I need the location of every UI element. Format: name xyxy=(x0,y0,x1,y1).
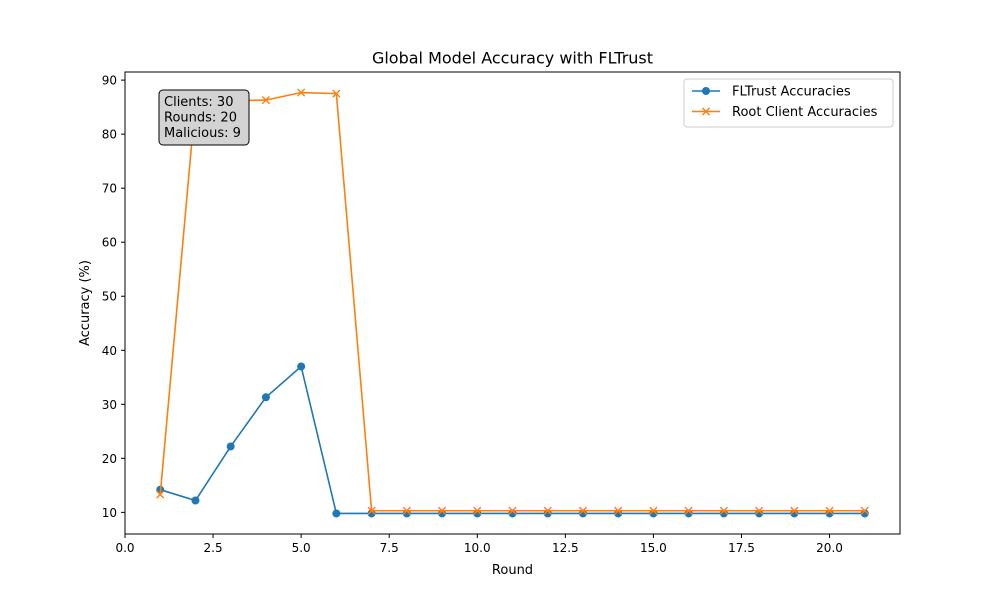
x-tick-label: 17.5 xyxy=(728,541,755,555)
data-point-x xyxy=(719,506,728,515)
x-tick-label: 12.5 xyxy=(552,541,579,555)
x-tick-label: 0.0 xyxy=(115,541,134,555)
data-point-x xyxy=(402,506,411,515)
data-point-circle xyxy=(261,393,270,402)
plot-area xyxy=(156,88,869,518)
data-point-x xyxy=(860,506,869,515)
y-tick-label: 50 xyxy=(102,290,117,304)
data-point-x xyxy=(367,506,376,515)
y-axis-label: Accuracy (%) xyxy=(78,260,93,346)
x-tick-label: 20.0 xyxy=(816,541,843,555)
data-point-x xyxy=(649,506,658,515)
chart-title: Global Model Accuracy with FLTrust xyxy=(372,49,653,68)
data-point-x xyxy=(684,506,693,515)
y-tick-label: 90 xyxy=(102,74,117,88)
x-tick-label: 5.0 xyxy=(292,541,311,555)
data-point-x xyxy=(297,88,306,97)
data-point-x xyxy=(543,506,552,515)
y-tick-label: 10 xyxy=(102,506,117,520)
data-point-circle xyxy=(297,362,306,371)
annotation-line: Malicious: 9 xyxy=(164,126,241,141)
data-point-circle xyxy=(191,496,200,505)
data-point-x xyxy=(473,506,482,515)
data-point-x xyxy=(614,506,623,515)
y-tick-label: 60 xyxy=(102,236,117,250)
x-tick-label: 10.0 xyxy=(464,541,491,555)
legend-label-1: FLTrust Accuracies xyxy=(732,85,851,100)
y-tick-label: 70 xyxy=(102,182,117,196)
data-point-x xyxy=(578,506,588,515)
annotation-line: Clients: 30 xyxy=(164,95,233,110)
legend-marker-circle xyxy=(702,87,710,95)
legend-marker-x xyxy=(701,107,711,116)
data-point-x xyxy=(825,506,834,515)
x-tick-label: 7.5 xyxy=(380,541,399,555)
data-point-x xyxy=(332,89,341,98)
annotation-line: Rounds: 20 xyxy=(164,111,237,126)
axes-frame xyxy=(124,71,901,535)
x-axis-label: Round xyxy=(492,563,533,578)
x-tick-label: 15.0 xyxy=(640,541,667,555)
legend-frame xyxy=(683,78,894,128)
data-point-x xyxy=(508,506,517,515)
data-point-circle xyxy=(332,509,341,518)
y-tick-label: 30 xyxy=(102,398,117,412)
y-tick-label: 80 xyxy=(102,128,117,142)
data-point-circle xyxy=(226,442,235,451)
y-tick-label: 20 xyxy=(102,452,117,466)
legend-label-2: Root Client Accuracies xyxy=(732,105,878,120)
data-point-x xyxy=(261,96,271,105)
data-point-x xyxy=(790,506,799,515)
data-point-x xyxy=(437,506,447,515)
data-point-x xyxy=(754,506,764,515)
data-point-x xyxy=(156,490,165,499)
x-tick-label: 2.5 xyxy=(204,541,223,555)
annotation-background xyxy=(158,89,250,146)
legend: FLTrust Accuracies Root Client Accuracies xyxy=(683,78,894,128)
y-tick-label: 40 xyxy=(102,344,117,358)
